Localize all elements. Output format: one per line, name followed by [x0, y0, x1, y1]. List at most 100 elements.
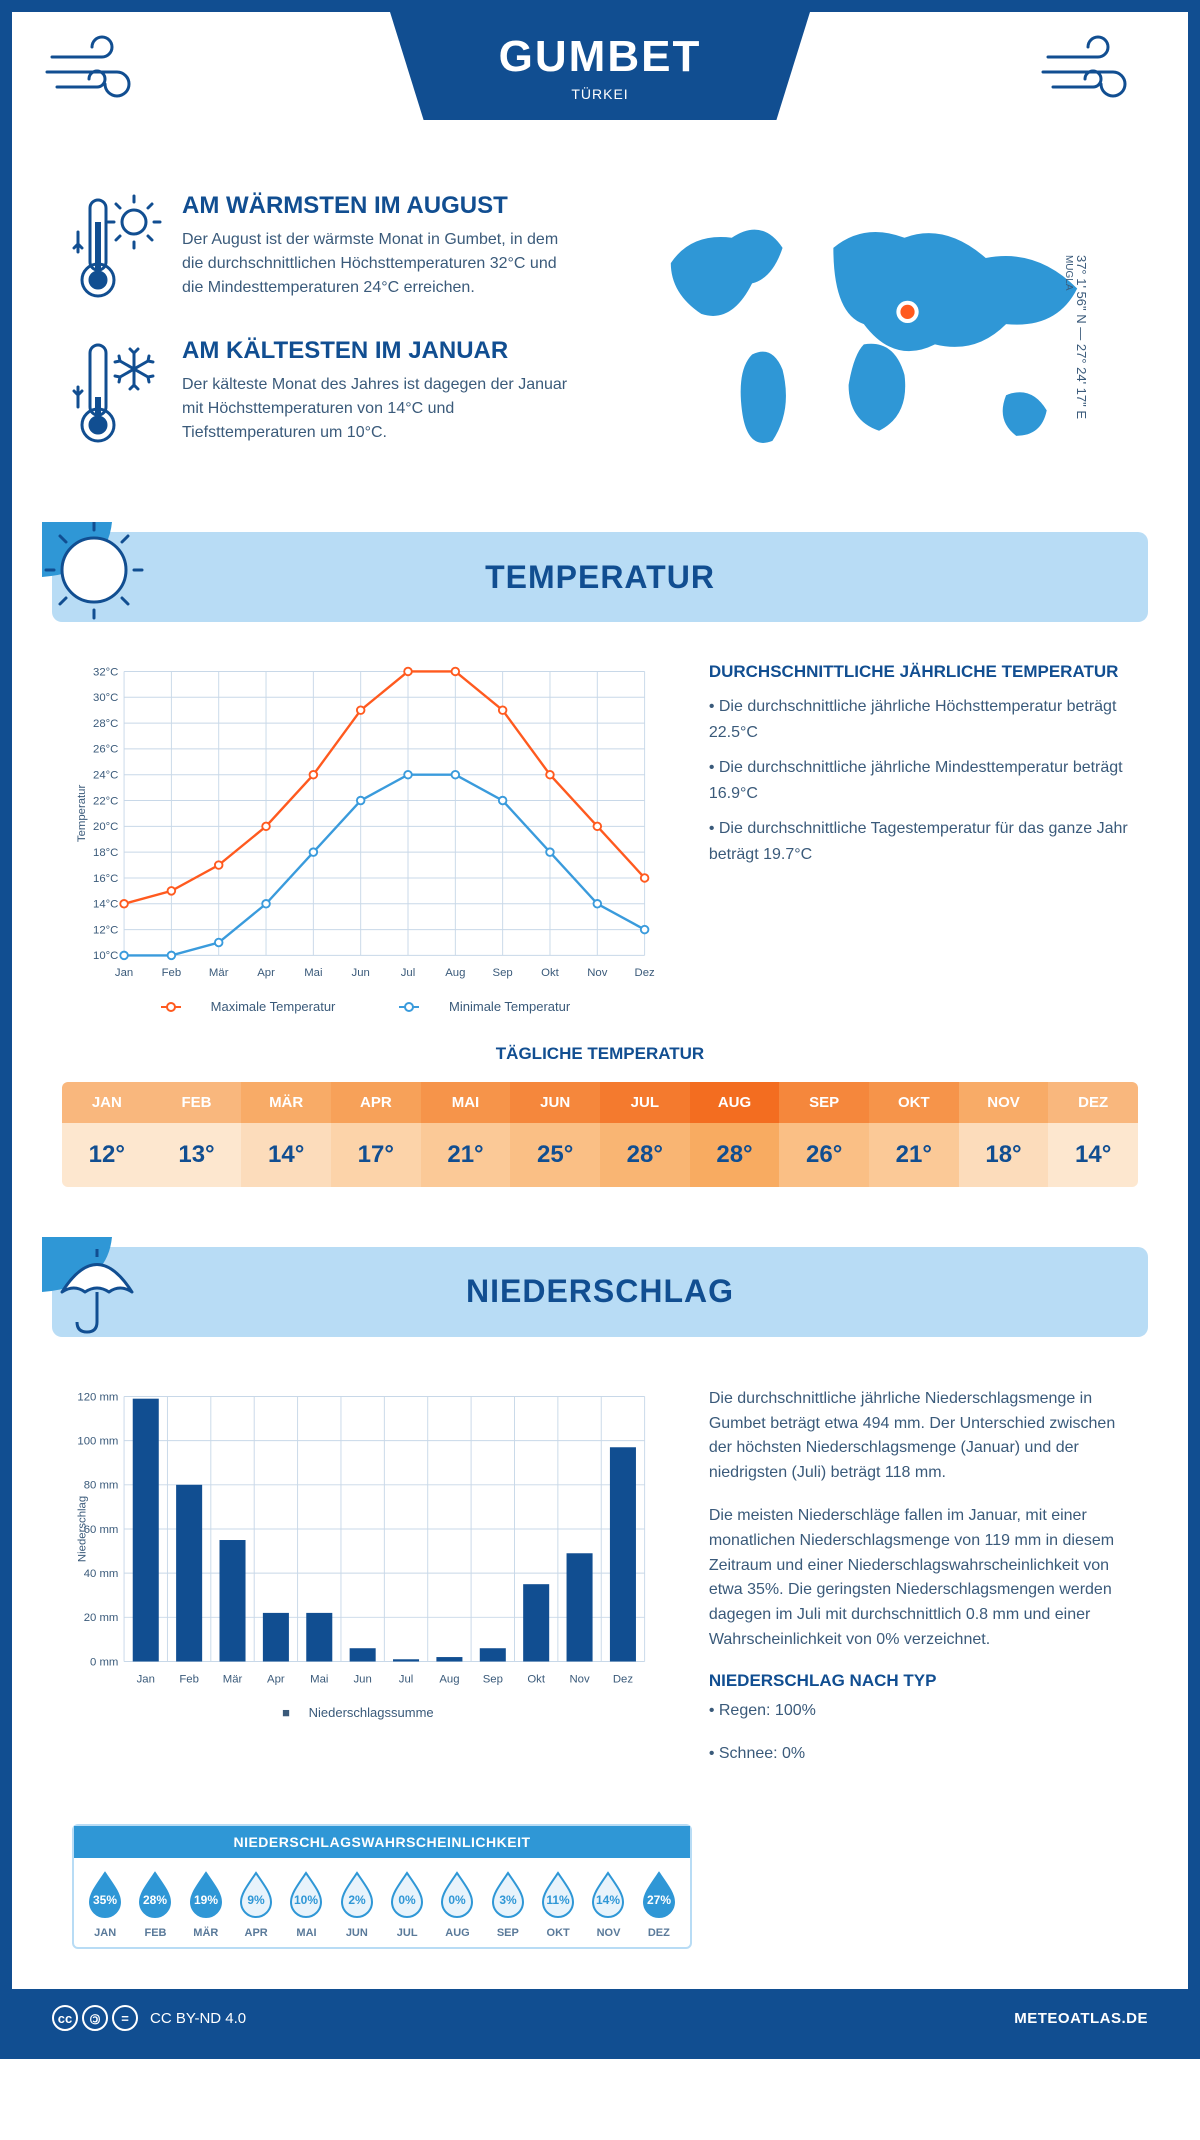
svg-text:120 mm: 120 mm — [77, 1391, 118, 1403]
daily-value: 13° — [152, 1123, 242, 1187]
precip-type-1: • Schnee: 0% — [709, 1742, 1128, 1767]
probability-drop: 0% AUG — [434, 1870, 480, 1939]
svg-text:24°C: 24°C — [93, 770, 118, 782]
intro-right: 37° 1' 56" N — 27° 24' 17" E MUGLA — [620, 192, 1128, 482]
svg-text:14°C: 14°C — [93, 899, 118, 911]
svg-text:Mär: Mär — [209, 967, 229, 979]
daily-head: JUN — [510, 1082, 600, 1123]
daily-head: FEB — [152, 1082, 242, 1123]
svg-text:11%: 11% — [546, 1893, 570, 1907]
svg-text:20°C: 20°C — [93, 821, 118, 833]
svg-text:28%: 28% — [143, 1893, 167, 1907]
svg-text:26°C: 26°C — [93, 744, 118, 756]
sun-icon — [42, 522, 162, 632]
daily-value: 12° — [62, 1123, 152, 1187]
temperature-facts: DURCHSCHNITTLICHE JÄHRLICHE TEMPERATUR •… — [709, 662, 1128, 1014]
temperature-title: TEMPERATUR — [485, 559, 715, 596]
svg-text:28°C: 28°C — [93, 718, 118, 730]
svg-text:Jan: Jan — [137, 1673, 155, 1685]
coords-value: 37° 1' 56" N — 27° 24' 17" E — [1074, 255, 1089, 419]
probability-drop: 27% DEZ — [636, 1870, 682, 1939]
daily-head: MAI — [421, 1082, 511, 1123]
warmest-body: Der August ist der wärmste Monat in Gumb… — [182, 228, 580, 300]
svg-text:Aug: Aug — [445, 967, 465, 979]
probability-heading: NIEDERSCHLAGSWAHRSCHEINLICHKEIT — [74, 1826, 690, 1858]
svg-text:32°C: 32°C — [93, 666, 118, 678]
daily-head: JAN — [62, 1082, 152, 1123]
svg-text:18°C: 18°C — [93, 847, 118, 859]
coldest-block: AM KÄLTESTEN IM JANUAR Der kälteste Mona… — [72, 337, 580, 452]
temperature-chart: 10°C12°C14°C16°C18°C20°C22°C24°C26°C28°C… — [72, 662, 659, 1014]
svg-text:10°C: 10°C — [93, 950, 118, 962]
daily-temperature: TÄGLICHE TEMPERATUR JANFEBMÄRAPRMAIJUNJU… — [12, 1034, 1188, 1227]
daily-value: 18° — [959, 1123, 1049, 1187]
daily-value: 21° — [421, 1123, 511, 1187]
svg-text:14%: 14% — [596, 1893, 620, 1907]
probability-drop: 3% SEP — [485, 1870, 531, 1939]
daily-value: 17° — [331, 1123, 421, 1187]
daily-head: AUG — [690, 1082, 780, 1123]
probability-drop: 10% MAI — [283, 1870, 329, 1939]
precip-text-1: Die durchschnittliche jährliche Niedersc… — [709, 1387, 1128, 1486]
fact-1: • Die durchschnittliche jährliche Mindes… — [709, 755, 1128, 806]
svg-text:27%: 27% — [647, 1893, 671, 1907]
precip-type-heading: NIEDERSCHLAG NACH TYP — [709, 1671, 1128, 1691]
temperature-body: 10°C12°C14°C16°C18°C20°C22°C24°C26°C28°C… — [12, 642, 1188, 1034]
temperature-line-chart: 10°C12°C14°C16°C18°C20°C22°C24°C26°C28°C… — [72, 662, 659, 984]
daily-temperature-table: JANFEBMÄRAPRMAIJUNJULAUGSEPOKTNOVDEZ12°1… — [62, 1082, 1138, 1187]
svg-text:Sep: Sep — [483, 1673, 503, 1685]
daily-heading: TÄGLICHE TEMPERATUR — [62, 1044, 1138, 1064]
temperature-section-header: TEMPERATUR — [52, 532, 1148, 622]
page-title: GUMBET — [390, 32, 810, 82]
daily-head: NOV — [959, 1082, 1049, 1123]
svg-text:Temperatur: Temperatur — [76, 785, 88, 843]
svg-text:3%: 3% — [499, 1893, 517, 1907]
fact-0: • Die durchschnittliche jährliche Höchst… — [709, 694, 1128, 745]
svg-text:Sep: Sep — [493, 967, 513, 979]
coordinates: 37° 1' 56" N — 27° 24' 17" E MUGLA — [1063, 255, 1089, 419]
probability-drop: 35% JAN — [82, 1870, 128, 1939]
svg-text:Aug: Aug — [439, 1673, 459, 1685]
precip-legend-label: Niederschlagssumme — [309, 1705, 434, 1720]
probability-drop: 0% JUL — [384, 1870, 430, 1939]
daily-value: 14° — [241, 1123, 331, 1187]
svg-text:Feb: Feb — [162, 967, 182, 979]
svg-text:20 mm: 20 mm — [84, 1612, 119, 1624]
svg-text:9%: 9% — [247, 1893, 265, 1907]
umbrella-icon — [42, 1237, 162, 1347]
probability-drop: 9% APR — [233, 1870, 279, 1939]
facts-heading: DURCHSCHNITTLICHE JÄHRLICHE TEMPERATUR — [709, 662, 1128, 682]
cc-icons: cc 🄯 = — [52, 2005, 138, 2031]
svg-text:Mai: Mai — [310, 1673, 328, 1685]
svg-text:Mai: Mai — [304, 967, 322, 979]
precipitation-probability: NIEDERSCHLAGSWAHRSCHEINLICHKEIT 35% JAN … — [72, 1824, 692, 1949]
svg-text:40 mm: 40 mm — [84, 1568, 119, 1580]
svg-text:Jul: Jul — [401, 967, 416, 979]
daily-head: JUL — [600, 1082, 690, 1123]
probability-drop: 14% NOV — [585, 1870, 631, 1939]
precipitation-legend: ■ Niederschlagssumme — [72, 1705, 659, 1720]
daily-head: OKT — [869, 1082, 959, 1123]
footer-license: cc 🄯 = CC BY-ND 4.0 — [52, 2005, 246, 2031]
svg-text:2%: 2% — [348, 1893, 366, 1907]
svg-text:10%: 10% — [294, 1893, 318, 1907]
svg-text:Dez: Dez — [613, 1673, 634, 1685]
svg-text:0%: 0% — [398, 1893, 416, 1907]
svg-text:35%: 35% — [93, 1893, 117, 1907]
daily-head: APR — [331, 1082, 421, 1123]
svg-text:Jan: Jan — [115, 967, 133, 979]
header: GUMBET TÜRKEI — [12, 12, 1188, 182]
thermometer-snow-icon — [72, 337, 162, 452]
page-subtitle: TÜRKEI — [390, 86, 810, 102]
probability-drop: 2% JUN — [334, 1870, 380, 1939]
precipitation-chart: 0 mm20 mm40 mm60 mm80 mm100 mm120 mmJanF… — [72, 1387, 659, 1785]
legend-min: Minimale Temperatur — [449, 999, 570, 1014]
footer-site: METEOATLAS.DE — [1014, 2010, 1148, 2027]
svg-text:Jun: Jun — [352, 967, 370, 979]
daily-value: 28° — [690, 1123, 780, 1187]
svg-text:Feb: Feb — [179, 1673, 199, 1685]
daily-value: 14° — [1048, 1123, 1138, 1187]
svg-text:16°C: 16°C — [93, 873, 118, 885]
svg-text:60 mm: 60 mm — [84, 1524, 119, 1536]
thermometer-sun-icon — [72, 192, 162, 307]
